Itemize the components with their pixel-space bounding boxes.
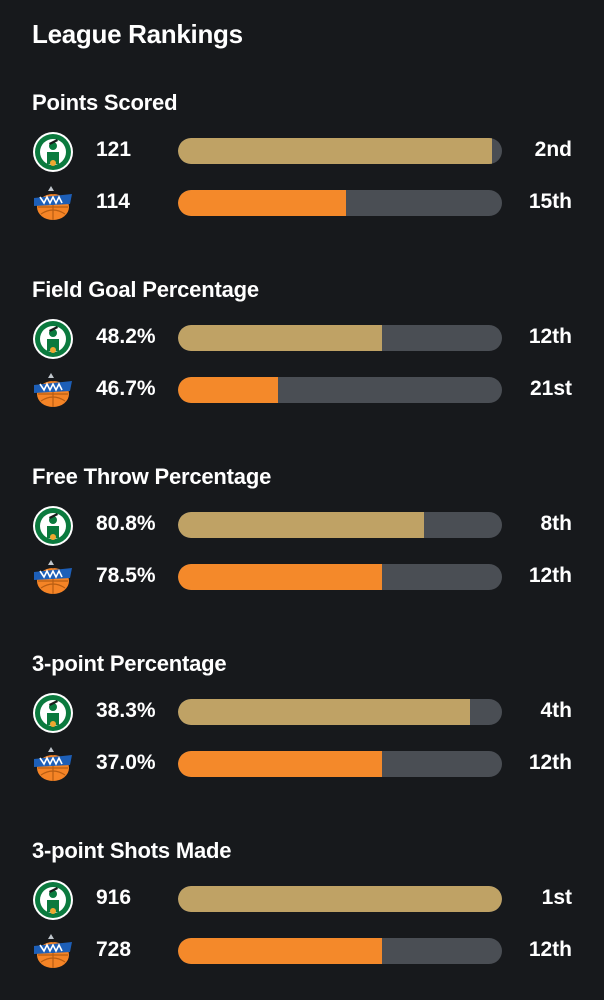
stat-rank: 8th — [540, 512, 573, 535]
stat-value: 78.5% — [96, 564, 156, 587]
stat-row-team-a: 80.8% 8th — [0, 502, 604, 548]
stat-row-team-b: 728 12th — [0, 928, 604, 974]
knicks-logo-icon — [34, 373, 72, 407]
bar-track — [178, 190, 502, 216]
bar-track — [178, 564, 502, 590]
bar-fill — [178, 699, 470, 725]
stat-value: 48.2% — [96, 325, 156, 348]
bar-fill — [178, 138, 493, 164]
stat-rank: 12th — [528, 751, 572, 774]
stat-row-team-a: 121 2nd — [0, 128, 604, 174]
bar-fill — [178, 938, 383, 964]
stat-section-3-point-percentage: 3-point Percentage 38.3% 4th 37.0% 12th — [0, 649, 604, 799]
celtics-logo-icon — [33, 132, 73, 172]
bar-fill — [178, 886, 502, 912]
stat-section-free-throw-percentage: Free Throw Percentage 80.8% 8th 78.5% 12… — [0, 462, 604, 612]
celtics-logo-icon — [33, 693, 73, 733]
stat-section-field-goal-percentage: Field Goal Percentage 48.2% 12th 46.7% 2… — [0, 275, 604, 425]
stat-rank: 12th — [528, 564, 572, 587]
stat-value: 114 — [96, 190, 130, 213]
stat-value: 37.0% — [96, 751, 156, 774]
section-title: Free Throw Percentage — [32, 464, 272, 489]
stat-row-team-a: 48.2% 12th — [0, 315, 604, 361]
section-title: 3-point Shots Made — [32, 838, 232, 863]
bar-track — [178, 377, 502, 403]
bar-track — [178, 699, 502, 725]
bar-fill — [178, 377, 279, 403]
bar-track — [178, 938, 502, 964]
bar-track — [178, 886, 502, 912]
stat-row-team-a: 38.3% 4th — [0, 689, 604, 735]
celtics-logo-icon — [33, 319, 73, 359]
stat-rank: 1st — [541, 886, 572, 909]
stat-section-3-point-shots-made: 3-point Shots Made 916 1st 728 12th — [0, 836, 604, 986]
bar-track — [178, 325, 502, 351]
stat-value: 46.7% — [96, 377, 156, 400]
bar-fill — [178, 564, 383, 590]
stat-rank: 21st — [529, 377, 572, 400]
section-title: Field Goal Percentage — [32, 277, 259, 302]
stat-section-points-scored: Points Scored 121 2nd 114 15th — [0, 88, 604, 238]
section-title: 3-point Percentage — [32, 651, 227, 676]
section-title: Points Scored — [32, 90, 178, 115]
stat-value: 121 — [96, 138, 132, 161]
bar-fill — [178, 190, 347, 216]
stat-row-team-b: 78.5% 12th — [0, 554, 604, 600]
stat-row-team-b: 37.0% 12th — [0, 741, 604, 787]
stat-value: 38.3% — [96, 699, 156, 722]
bar-fill — [178, 512, 425, 538]
stat-rank: 15th — [528, 190, 572, 213]
page-title: League Rankings — [32, 19, 243, 49]
knicks-logo-icon — [34, 747, 72, 781]
knicks-logo-icon — [34, 560, 72, 594]
stat-row-team-b: 114 15th — [0, 180, 604, 226]
stat-value: 916 — [96, 886, 132, 909]
celtics-logo-icon — [33, 880, 73, 920]
stat-row-team-b: 46.7% 21st — [0, 367, 604, 413]
celtics-logo-icon — [33, 506, 73, 546]
stat-rank: 4th — [540, 699, 573, 722]
stat-rank: 2nd — [534, 138, 572, 161]
stat-value: 728 — [96, 938, 132, 961]
knicks-logo-icon — [34, 186, 72, 220]
knicks-logo-icon — [34, 934, 72, 968]
stat-row-team-a: 916 1st — [0, 876, 604, 922]
bar-track — [178, 751, 502, 777]
stat-rank: 12th — [528, 938, 572, 961]
bar-fill — [178, 325, 383, 351]
bar-track — [178, 512, 502, 538]
stat-rank: 12th — [528, 325, 572, 348]
bar-track — [178, 138, 502, 164]
bar-fill — [178, 751, 383, 777]
stat-value: 80.8% — [96, 512, 156, 535]
